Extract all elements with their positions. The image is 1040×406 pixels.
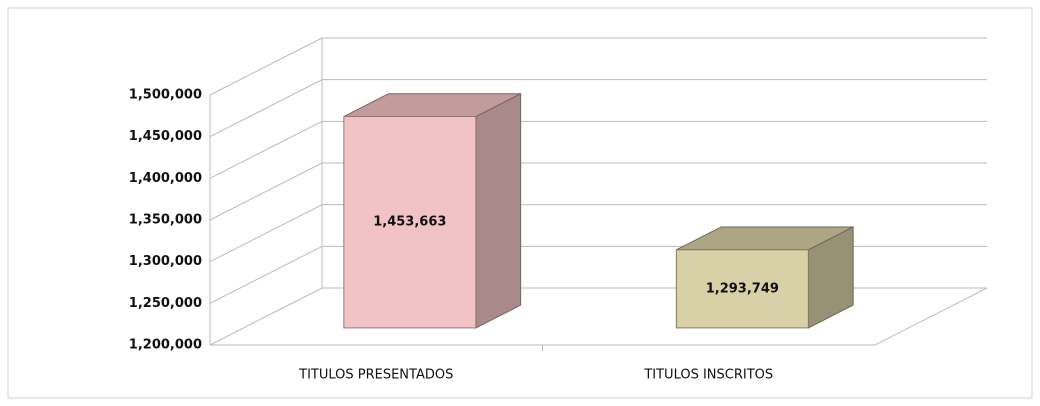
y-tick-label: 1,250,000 <box>129 296 202 311</box>
y-tick-label: 1,200,000 <box>129 338 202 353</box>
y-tick-label: 1,350,000 <box>129 213 202 228</box>
data-label: 1,293,749 <box>706 281 779 296</box>
grid-line <box>209 162 987 221</box>
grid-line <box>209 204 987 263</box>
y-tick-label: 1,300,000 <box>129 254 202 269</box>
y-tick-label: 1,450,000 <box>129 129 202 144</box>
y-tick-label: 1,400,000 <box>129 171 202 186</box>
grid-line <box>209 37 987 96</box>
grid-line <box>209 79 987 138</box>
grid-line <box>209 120 987 179</box>
y-tick-label: 1,500,000 <box>129 88 202 103</box>
bar-side <box>475 92 522 329</box>
x-tick-label: TITULOS INSCRITOS <box>643 368 773 383</box>
x-tick-label: TITULOS PRESENTADOS <box>298 368 453 383</box>
bar <box>343 116 477 329</box>
bar <box>675 249 809 329</box>
data-label: 1,453,663 <box>373 215 446 230</box>
